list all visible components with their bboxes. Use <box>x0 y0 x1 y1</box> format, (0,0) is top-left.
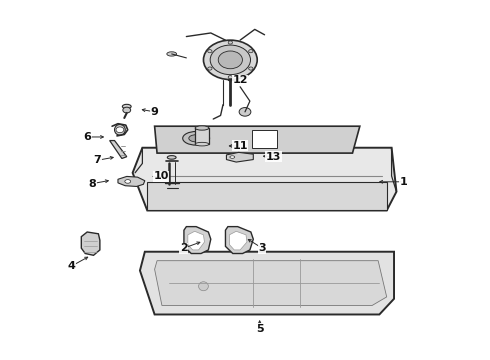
Text: 12: 12 <box>232 75 248 85</box>
Circle shape <box>218 51 243 69</box>
Ellipse shape <box>189 135 203 142</box>
Polygon shape <box>226 152 253 162</box>
Polygon shape <box>155 261 387 306</box>
Circle shape <box>203 40 257 80</box>
Circle shape <box>208 50 212 53</box>
Circle shape <box>248 67 253 70</box>
Circle shape <box>208 67 212 70</box>
Ellipse shape <box>125 180 131 183</box>
Polygon shape <box>188 231 204 250</box>
Circle shape <box>116 127 124 133</box>
Text: 9: 9 <box>150 107 159 117</box>
Text: 1: 1 <box>400 177 408 187</box>
Text: 6: 6 <box>84 132 92 142</box>
Text: 4: 4 <box>68 261 75 271</box>
Text: 8: 8 <box>89 179 97 189</box>
Circle shape <box>123 107 131 113</box>
Polygon shape <box>133 148 396 211</box>
Polygon shape <box>195 128 209 144</box>
Text: 7: 7 <box>94 155 101 165</box>
Ellipse shape <box>167 156 176 159</box>
Circle shape <box>228 76 232 79</box>
Ellipse shape <box>183 131 210 145</box>
Text: 11: 11 <box>232 141 248 151</box>
Polygon shape <box>252 130 277 148</box>
Polygon shape <box>229 231 247 250</box>
Circle shape <box>248 50 253 53</box>
Text: 13: 13 <box>266 152 281 162</box>
Polygon shape <box>81 232 100 255</box>
Polygon shape <box>110 140 127 158</box>
Text: 2: 2 <box>180 243 188 253</box>
Polygon shape <box>155 126 360 153</box>
Polygon shape <box>225 226 253 253</box>
Text: 10: 10 <box>153 171 169 181</box>
Ellipse shape <box>198 282 208 291</box>
Circle shape <box>228 41 232 44</box>
Circle shape <box>210 45 250 75</box>
Ellipse shape <box>195 142 209 146</box>
Polygon shape <box>140 252 394 315</box>
Text: 3: 3 <box>258 243 266 253</box>
Ellipse shape <box>122 104 131 109</box>
Circle shape <box>239 108 251 116</box>
Polygon shape <box>118 176 145 186</box>
Polygon shape <box>184 226 211 253</box>
Ellipse shape <box>195 126 209 130</box>
Text: 5: 5 <box>256 324 264 334</box>
Ellipse shape <box>115 125 125 135</box>
Ellipse shape <box>167 52 176 56</box>
Ellipse shape <box>230 156 235 158</box>
Polygon shape <box>147 182 387 211</box>
